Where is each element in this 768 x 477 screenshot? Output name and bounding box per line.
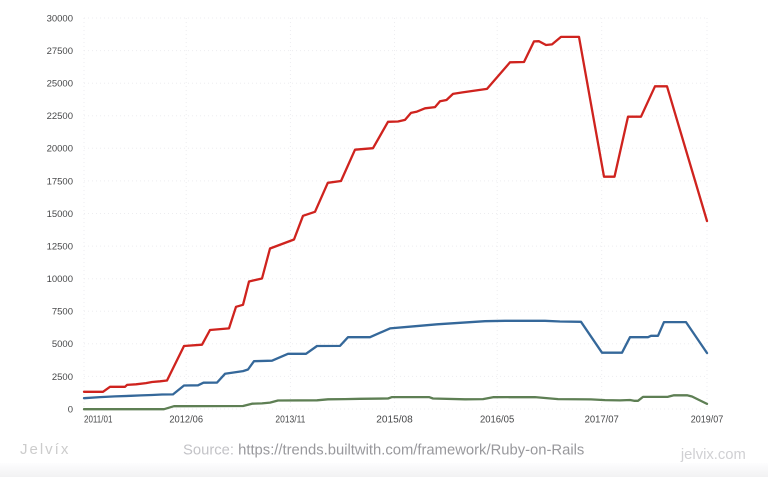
svg-text:10000: 10000 [47, 274, 73, 285]
svg-text:2013/11: 2013/11 [275, 414, 305, 425]
svg-text:17500: 17500 [47, 176, 73, 187]
svg-text:Jelvíx: Jelvíx [20, 441, 70, 458]
svg-text:jelvix.com: jelvix.com [680, 447, 746, 463]
svg-text:2015/08: 2015/08 [376, 414, 413, 425]
svg-text:2019/07: 2019/07 [691, 414, 724, 425]
svg-text:7500: 7500 [52, 307, 73, 318]
svg-text:2016/05: 2016/05 [480, 414, 515, 425]
svg-text:30000: 30000 [47, 13, 73, 24]
svg-text:12500: 12500 [47, 242, 73, 253]
svg-text:2011/01: 2011/01 [84, 414, 113, 425]
svg-text:2500: 2500 [52, 372, 73, 383]
svg-text:Source: https://trends.builtwi: Source: https://trends.builtwith.com/fra… [183, 443, 584, 459]
svg-text:5000: 5000 [52, 339, 73, 350]
svg-text:2017/07: 2017/07 [585, 414, 620, 425]
svg-text:25000: 25000 [47, 79, 73, 90]
svg-text:22500: 22500 [47, 111, 73, 122]
svg-text:15000: 15000 [47, 209, 73, 220]
svg-text:20000: 20000 [47, 144, 73, 155]
svg-text:27500: 27500 [47, 46, 73, 57]
svg-text:2012/06: 2012/06 [169, 414, 203, 425]
svg-text:0: 0 [68, 404, 73, 415]
